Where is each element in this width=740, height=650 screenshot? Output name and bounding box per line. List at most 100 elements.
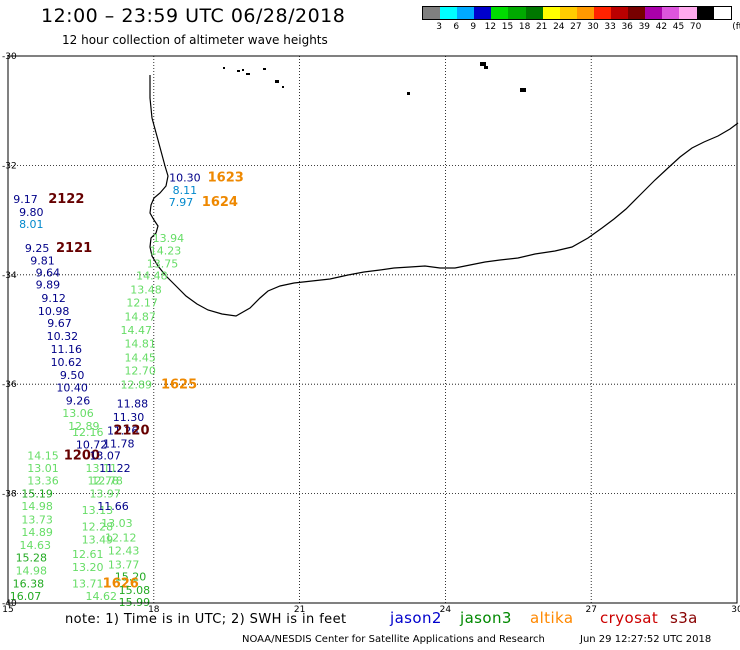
mission-label-altika: altika xyxy=(530,609,574,627)
lake-mark xyxy=(282,86,284,88)
south-africa-coastline xyxy=(149,75,739,317)
wave-height-label: 9.50 xyxy=(60,369,85,382)
legend-swatch xyxy=(662,7,680,19)
wave-height-label: 14.15 xyxy=(27,449,59,462)
wave-height-label: 9.25 xyxy=(25,242,50,255)
wave-height-label: 10.62 xyxy=(51,356,83,369)
wave-height-label: 9.67 xyxy=(47,317,72,330)
wave-height-label: 13.20 xyxy=(72,561,104,574)
wave-height-label: 12.43 xyxy=(108,544,140,557)
map-frame xyxy=(7,55,738,604)
wave-height-label: 15.28 xyxy=(16,552,48,565)
wave-height-label: 10.72 xyxy=(76,438,108,451)
legend-swatch xyxy=(474,7,492,19)
legend-label: 18 xyxy=(518,22,531,32)
wave-height-label: 13.77 xyxy=(108,559,140,572)
lake-mark xyxy=(484,66,488,69)
legend-label: 45 xyxy=(672,22,685,32)
wave-height-label: 14.98 xyxy=(21,500,53,513)
wave-height-label: 13.49 xyxy=(82,534,114,547)
map-title: 12:00 – 23:59 UTC 06/28/2018 xyxy=(41,5,346,27)
lake-mark xyxy=(242,69,244,71)
legend-label: 6 xyxy=(453,22,460,32)
wave-height-label: 14.45 xyxy=(124,351,156,364)
legend-swatch xyxy=(593,7,612,19)
wave-height-label: 10.32 xyxy=(47,330,79,343)
wave-height-label: 8.01 xyxy=(19,218,44,231)
mission-label-s3a: s3a xyxy=(670,609,698,627)
wave-height-label: 13.36 xyxy=(27,474,59,487)
pass-time-label: 1624 xyxy=(202,195,238,210)
legend-swatch xyxy=(423,7,441,19)
wave-height-label: 11.22 xyxy=(99,462,131,475)
wave-height-label: 12.89 xyxy=(68,420,100,433)
wave-height-label: 13.01 xyxy=(27,462,59,475)
wave-height-label: 11.88 xyxy=(117,397,149,410)
wave-height-label: 13.73 xyxy=(21,513,53,526)
wave-height-label: 15.19 xyxy=(21,488,53,501)
mission-label-cryosat: cryosat xyxy=(600,609,659,627)
wave-height-label: 12.78 xyxy=(88,474,120,487)
lake-mark xyxy=(407,92,410,95)
wave-height-label: 12.12 xyxy=(105,531,137,544)
legend-label: 70 xyxy=(689,22,702,32)
wave-height-label: 9.26 xyxy=(66,395,91,408)
mission-label-jason3: jason3 xyxy=(460,609,512,627)
legend-swatch xyxy=(508,7,526,19)
lake-mark xyxy=(237,70,240,72)
footnote: note: 1) Time is in UTC; 2) SWH is in fe… xyxy=(65,612,347,627)
wave-height-label: 12.78 xyxy=(91,474,123,487)
legend-label: 33 xyxy=(604,22,616,32)
legend-swatch xyxy=(559,7,577,19)
legend-label: 15 xyxy=(501,22,514,32)
wave-height-label: 14.62 xyxy=(86,590,118,603)
wave-height-label: 14.23 xyxy=(150,245,182,258)
legend-label: 39 xyxy=(638,22,651,32)
legend-label: 30 xyxy=(587,22,599,32)
wave-height-label: 14.81 xyxy=(124,338,156,351)
legend-label: 27 xyxy=(570,22,582,32)
wave-height-label: 13.94 xyxy=(153,232,185,245)
wave-height-label: 16.38 xyxy=(13,577,45,590)
wave-height-label: 14.48 xyxy=(136,269,168,282)
latitude-label: -36 xyxy=(2,380,17,390)
legend-label: 36 xyxy=(621,22,633,32)
legend-label: 3 xyxy=(436,22,442,32)
lake-mark xyxy=(223,67,225,69)
wave-height-label: 15.08 xyxy=(119,584,151,597)
legend-unit: (ft) xyxy=(732,22,740,32)
latitude-label: -30 xyxy=(2,52,17,62)
lake-mark xyxy=(246,73,250,75)
wave-height-label: 11.26 xyxy=(107,425,139,438)
pass-time-label: 2120 xyxy=(113,424,149,439)
wave-height-label: 13.48 xyxy=(130,284,162,297)
longitude-label: 18 xyxy=(148,605,160,615)
wave-height-label: 12.70 xyxy=(124,365,156,378)
wave-height-label: 12.61 xyxy=(72,548,104,561)
observation-labels: 9.17 2122 9.808.01 9.25 21219.819.649.899.12… xyxy=(10,170,244,608)
legend-swatch xyxy=(645,7,663,19)
legend-swatch xyxy=(525,7,543,19)
longitude-label: 21 xyxy=(294,605,305,615)
wave-height-label: 13.11 xyxy=(86,462,118,475)
pass-time-label: 1200 xyxy=(64,448,100,463)
lake-mark xyxy=(275,80,279,83)
legend-label: 24 xyxy=(553,22,565,32)
legend-swatch xyxy=(611,7,629,19)
legend-swatch xyxy=(628,7,646,19)
wave-height-label: 13.07 xyxy=(89,449,121,462)
legend-swatch xyxy=(491,7,509,19)
legend-swatch xyxy=(696,7,714,19)
longitude-label: 24 xyxy=(440,605,452,615)
wave-height-label: 11.66 xyxy=(97,500,129,513)
credit-line: NOAA/NESDIS Center for Satellite Applica… xyxy=(242,634,545,645)
latitude-label: -34 xyxy=(2,271,17,281)
wave-height-label: 13.75 xyxy=(147,257,179,270)
wave-height-label: 11.30 xyxy=(113,411,145,424)
wave-height-label: 15.99 xyxy=(119,596,151,609)
latitude-label: -40 xyxy=(2,599,17,609)
wave-height-label: 13.03 xyxy=(101,517,133,530)
